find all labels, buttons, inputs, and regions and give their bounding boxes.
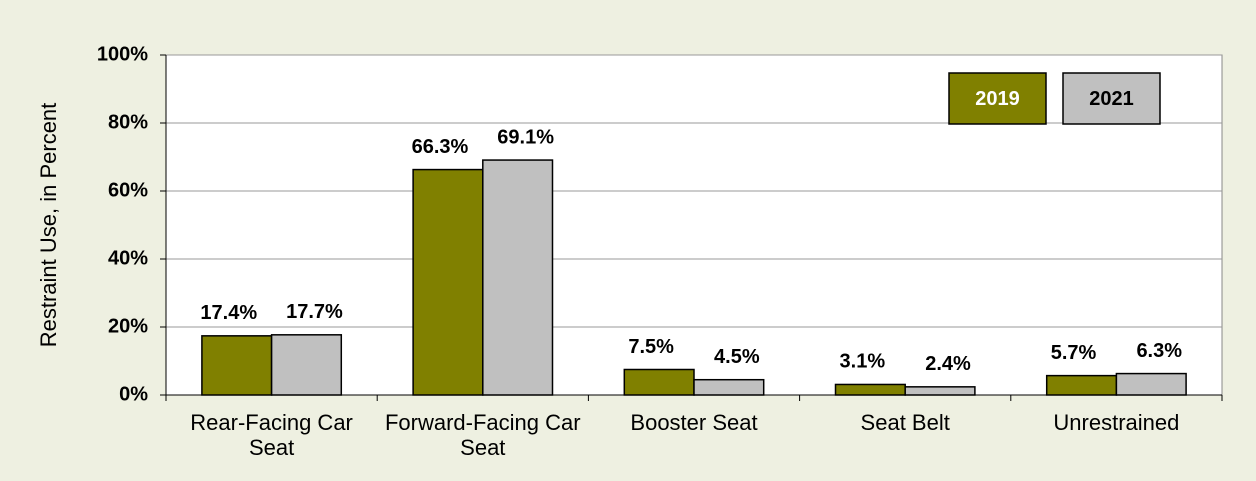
y-tick-label: 60%: [108, 179, 148, 201]
data-label: 17.7%: [286, 301, 343, 323]
bar: [1115, 372, 1187, 396]
data-label: 5.7%: [1051, 342, 1097, 364]
bar: [201, 335, 273, 396]
data-label: 3.1%: [840, 351, 886, 373]
y-tick-label: 100%: [97, 43, 148, 65]
bar: [482, 159, 554, 396]
x-tick-label: Unrestrained: [1053, 410, 1180, 435]
y-tick-label: 20%: [108, 315, 148, 337]
data-label: 69.1%: [497, 126, 554, 148]
bar: [623, 368, 695, 396]
bar: [834, 383, 906, 396]
legend-label: 2021: [1089, 88, 1134, 110]
legend-label: 2019: [975, 88, 1020, 110]
data-label: 2.4%: [925, 353, 971, 375]
legend-swatch: [1062, 72, 1161, 125]
x-tick-label: Seat Belt: [860, 410, 950, 435]
data-label: 4.5%: [714, 346, 760, 368]
x-tick-label: Forward-Facing Car Seat: [384, 410, 581, 460]
y-tick-label: 40%: [108, 247, 148, 269]
bar: [412, 168, 484, 396]
y-tick-label: 0%: [119, 383, 148, 405]
x-tick-label: Booster Seat: [630, 410, 758, 435]
bar: [904, 386, 976, 396]
y-tick-label: 80%: [108, 111, 148, 133]
data-label: 7.5%: [628, 336, 674, 358]
data-label: 66.3%: [412, 136, 469, 158]
bar: [693, 378, 765, 396]
x-tick-label: Rear-Facing Car Seat: [190, 410, 353, 460]
bar: [270, 334, 343, 396]
data-label: 6.3%: [1136, 340, 1182, 362]
data-label: 17.4%: [200, 302, 257, 324]
legend-swatch: [948, 72, 1047, 125]
bar: [1045, 374, 1118, 396]
y-axis-label: Restraint Use, in Percent: [36, 103, 61, 348]
